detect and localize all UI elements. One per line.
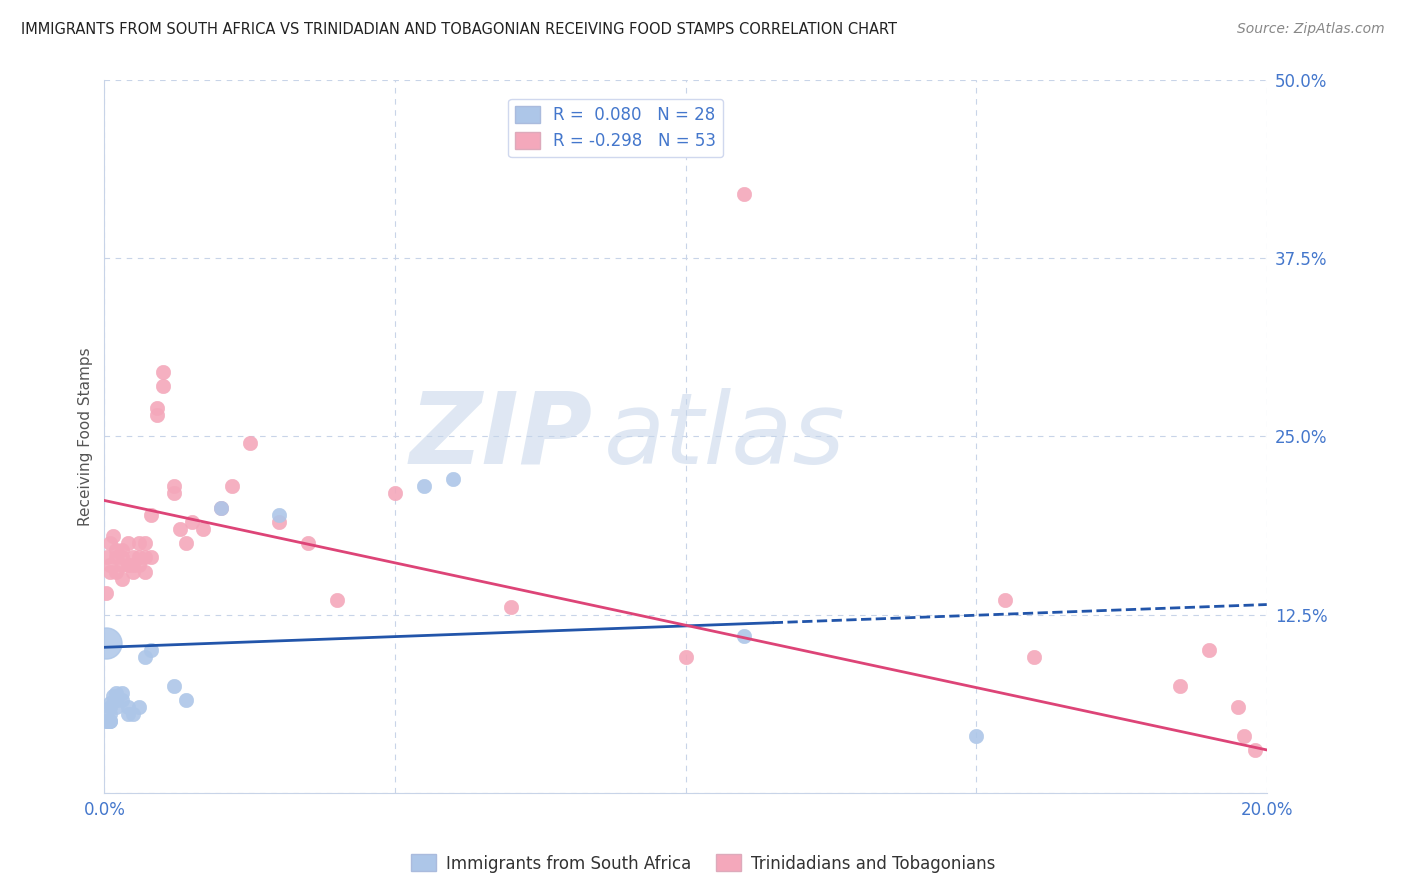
- Point: [105, 550, 128, 565]
- Point: [174, 536, 197, 550]
- Point: [128, 700, 150, 714]
- Point: [1198, 643, 1220, 657]
- Point: [180, 515, 202, 529]
- Point: [221, 479, 243, 493]
- Point: [111, 558, 134, 572]
- Point: [134, 565, 156, 579]
- Point: [1024, 650, 1046, 665]
- Point: [163, 679, 186, 693]
- Point: [122, 550, 145, 565]
- Point: [117, 707, 139, 722]
- Point: [117, 536, 139, 550]
- Point: [134, 550, 156, 565]
- Point: [145, 408, 167, 422]
- Point: [122, 565, 145, 579]
- Point: [174, 693, 197, 707]
- Point: [326, 593, 349, 607]
- Point: [1232, 729, 1254, 743]
- Point: [134, 650, 156, 665]
- Point: [193, 522, 215, 536]
- Point: [98, 565, 121, 579]
- Point: [152, 379, 174, 393]
- Point: [128, 550, 150, 565]
- Point: [111, 543, 134, 558]
- Point: [297, 536, 319, 550]
- Point: [267, 515, 290, 529]
- Point: [209, 500, 232, 515]
- Point: [98, 714, 121, 729]
- Legend: Immigrants from South Africa, Trinidadians and Tobagonians: Immigrants from South Africa, Trinidadia…: [404, 847, 1002, 880]
- Point: [134, 536, 156, 550]
- Point: [105, 700, 128, 714]
- Point: [111, 550, 134, 565]
- Point: [675, 650, 697, 665]
- Point: [98, 707, 121, 722]
- Point: [384, 486, 406, 500]
- Point: [733, 629, 755, 643]
- Point: [441, 472, 464, 486]
- Point: [117, 700, 139, 714]
- Point: [128, 536, 150, 550]
- Point: [105, 565, 128, 579]
- Point: [139, 550, 162, 565]
- Point: [1168, 679, 1191, 693]
- Point: [98, 558, 121, 572]
- Text: ZIP: ZIP: [409, 388, 592, 485]
- Point: [117, 558, 139, 572]
- Point: [965, 729, 987, 743]
- Point: [1244, 743, 1267, 757]
- Point: [98, 700, 121, 714]
- Y-axis label: Receiving Food Stamps: Receiving Food Stamps: [79, 347, 93, 525]
- Point: [163, 479, 186, 493]
- Point: [733, 187, 755, 202]
- Point: [94, 714, 117, 729]
- Point: [111, 572, 134, 586]
- Text: atlas: atlas: [605, 388, 846, 485]
- Point: [163, 486, 186, 500]
- Point: [111, 686, 134, 700]
- Point: [105, 693, 128, 707]
- Point: [267, 508, 290, 522]
- Point: [101, 689, 124, 703]
- Point: [94, 636, 117, 650]
- Point: [1226, 700, 1249, 714]
- Point: [98, 714, 121, 729]
- Point: [101, 529, 124, 543]
- Point: [111, 693, 134, 707]
- Point: [169, 522, 191, 536]
- Point: [94, 586, 117, 600]
- Point: [96, 714, 118, 729]
- Point: [994, 593, 1017, 607]
- Point: [128, 558, 150, 572]
- Point: [501, 600, 523, 615]
- Point: [98, 696, 121, 710]
- Point: [96, 550, 118, 565]
- Point: [145, 401, 167, 415]
- Point: [122, 558, 145, 572]
- Point: [239, 436, 262, 450]
- Point: [139, 643, 162, 657]
- Point: [98, 714, 121, 729]
- Text: IMMIGRANTS FROM SOUTH AFRICA VS TRINIDADIAN AND TOBAGONIAN RECEIVING FOOD STAMPS: IMMIGRANTS FROM SOUTH AFRICA VS TRINIDAD…: [21, 22, 897, 37]
- Text: Source: ZipAtlas.com: Source: ZipAtlas.com: [1237, 22, 1385, 37]
- Point: [105, 543, 128, 558]
- Point: [209, 500, 232, 515]
- Point: [105, 686, 128, 700]
- Point: [98, 536, 121, 550]
- Point: [152, 365, 174, 379]
- Point: [122, 707, 145, 722]
- Legend: R =  0.080   N = 28, R = -0.298   N = 53: R = 0.080 N = 28, R = -0.298 N = 53: [509, 99, 723, 157]
- Point: [139, 508, 162, 522]
- Point: [413, 479, 436, 493]
